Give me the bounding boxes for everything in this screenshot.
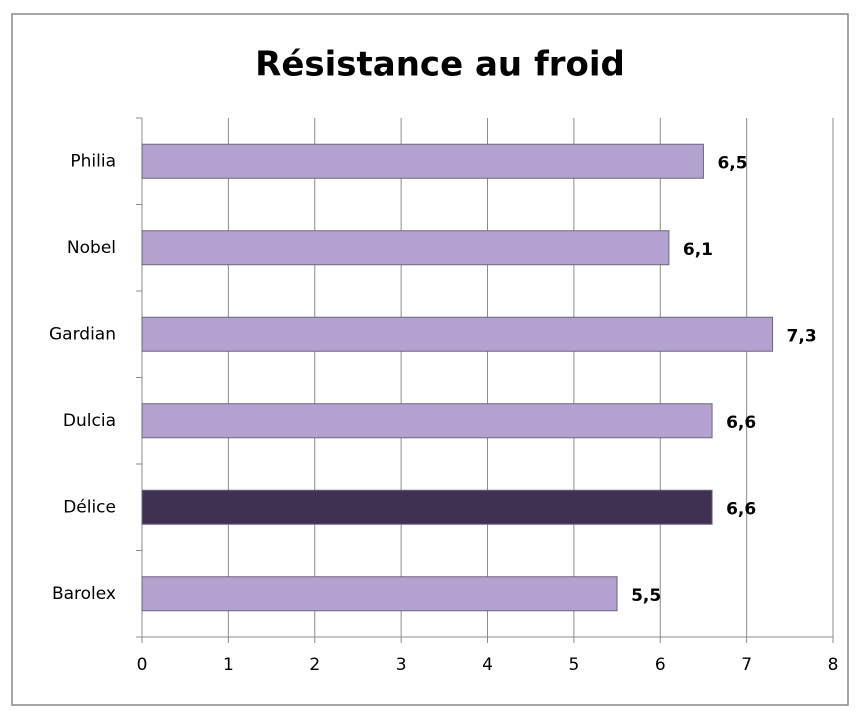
value-label: 6,5: [717, 153, 747, 173]
value-label: 5,5: [631, 586, 661, 606]
x-tick-label: 8: [828, 655, 839, 675]
x-tick-label: 1: [223, 655, 234, 675]
x-tick-label: 5: [568, 655, 579, 675]
x-tick-label: 3: [396, 655, 407, 675]
bar: [141, 403, 713, 439]
x-tick-label: 2: [309, 655, 320, 675]
value-label: 7,3: [787, 326, 817, 346]
bar: [141, 489, 713, 525]
x-tick-label: 0: [137, 655, 148, 675]
bar: [141, 143, 704, 179]
bar: [141, 576, 618, 612]
bar: [141, 316, 774, 352]
value-label: 6,1: [683, 240, 713, 260]
value-label: 6,6: [726, 499, 756, 519]
y-tick-label: Nobel: [67, 238, 116, 258]
bar: [141, 230, 670, 266]
y-tick-label: Gardian: [49, 324, 116, 344]
y-tick-label: Barolex: [52, 584, 116, 604]
value-label: 6,6: [726, 413, 756, 433]
x-tick-label: 6: [655, 655, 666, 675]
y-tick-label: Dulcia: [63, 411, 116, 431]
x-tick-label: 4: [482, 655, 493, 675]
y-tick-label: Délice: [63, 497, 116, 517]
y-tick-label: Philia: [70, 151, 116, 171]
chart-title: Résistance au froid: [255, 45, 625, 85]
x-tick-label: 7: [741, 655, 752, 675]
